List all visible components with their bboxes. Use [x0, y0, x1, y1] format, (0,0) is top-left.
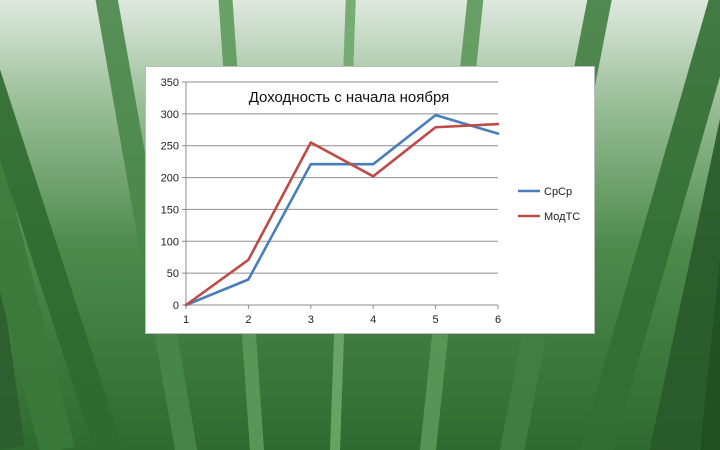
x-tick-label: 4: [370, 314, 376, 326]
legend-label-2: МодТС: [544, 211, 580, 223]
y-tick-label: 250: [161, 141, 179, 153]
legend-label-1: СрСр: [544, 186, 572, 198]
y-tick-label: 100: [161, 236, 179, 248]
chart-title: Доходность с начала ноября: [249, 89, 450, 106]
series-line-1: [184, 113, 500, 307]
y-tick-label: 0: [173, 300, 179, 312]
x-tick-label: 6: [495, 314, 501, 326]
x-tick-label: 5: [433, 314, 439, 326]
series-line-2: [184, 122, 500, 307]
line-chart: Доходность с начала ноября 0 50 100 150 200 2…: [161, 77, 581, 326]
x-tick-label: 1: [183, 314, 189, 326]
y-tick-label: 350: [161, 77, 179, 89]
y-tick-label: 50: [167, 268, 179, 280]
x-tick-label: 2: [245, 314, 251, 326]
y-tick-label: 200: [161, 173, 179, 185]
chart-panel: Доходность с начала ноября 0 50 100 150 200 2…: [145, 66, 595, 334]
x-tick-label: 3: [308, 314, 314, 326]
y-tick-label: 300: [161, 109, 179, 121]
y-tick-label: 150: [161, 204, 179, 216]
